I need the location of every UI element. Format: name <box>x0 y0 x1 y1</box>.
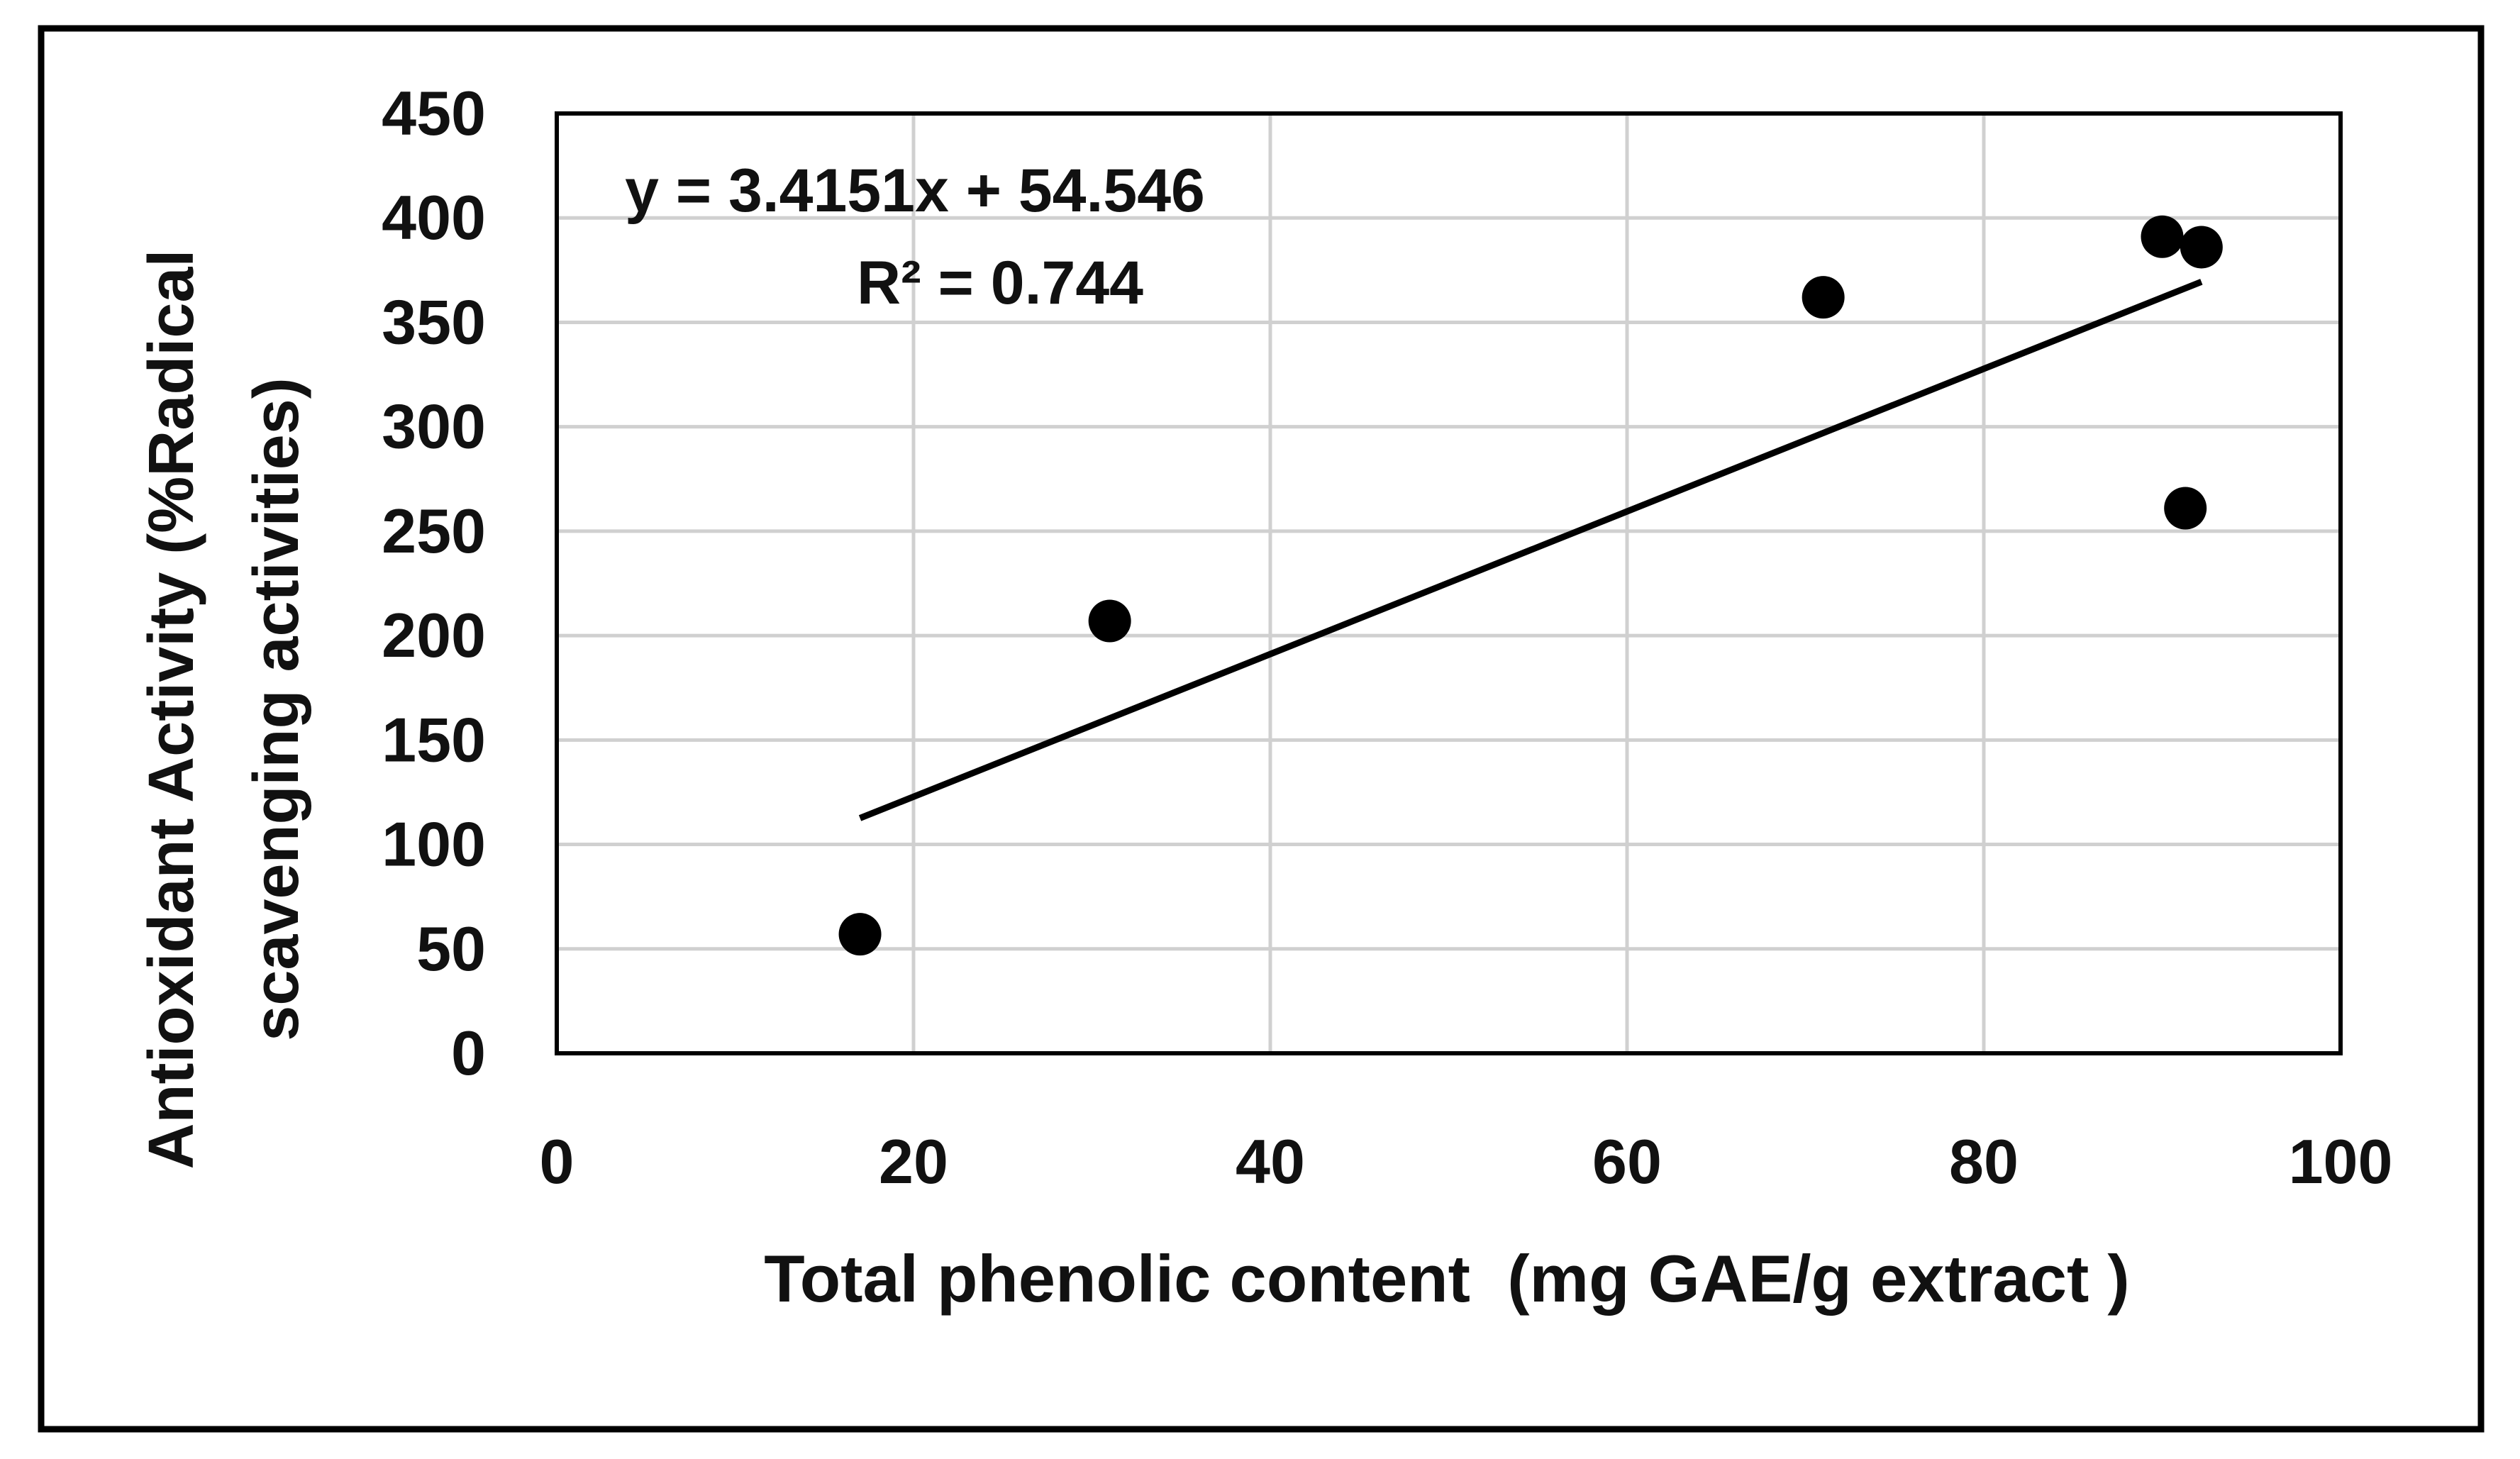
x-axis-label: Total phenolic content (mg GAE/g extract… <box>764 1241 2129 1316</box>
x-tick-labels: 0 20 40 60 80 100 <box>540 1126 2393 1197</box>
y-tick-label: 350 <box>382 287 486 357</box>
y-tick-label: 50 <box>416 914 486 984</box>
x-tick-label: 100 <box>2289 1126 2393 1197</box>
y-tick-label: 0 <box>451 1018 486 1088</box>
y-tick-label: 150 <box>382 704 486 775</box>
data-points <box>838 215 2223 956</box>
data-point <box>2141 215 2184 258</box>
trendline-equation: y = 3.4151x + 54.546 <box>625 157 1205 225</box>
y-tick-label: 200 <box>382 600 486 670</box>
data-point <box>2180 226 2223 269</box>
plot-area-border <box>555 111 2343 1055</box>
y-tick-label: 450 <box>382 78 486 148</box>
data-point <box>1802 276 1845 319</box>
figure-border <box>38 25 2485 1433</box>
y-tick-label: 400 <box>382 182 486 253</box>
trendline-layer <box>858 279 2203 821</box>
y-tick-label: 250 <box>382 496 486 566</box>
data-point <box>1088 599 1131 643</box>
x-tick-label: 80 <box>1949 1126 2019 1197</box>
x-tick-label: 60 <box>1592 1126 1662 1197</box>
x-tick-label: 0 <box>540 1126 575 1197</box>
y-tick-label: 300 <box>382 392 486 462</box>
y-axis-label-line-1: Antioxidant Activity (%Radical <box>136 250 207 1170</box>
y-tick-labels: 0 50 100 150 200 250 300 350 400 450 <box>382 78 486 1088</box>
r-squared-label: R² = 0.744 <box>857 249 1143 317</box>
trendline <box>858 279 2203 821</box>
x-tick-label: 40 <box>1236 1126 1305 1197</box>
y-axis-label-line-2: scavenging activities) <box>241 377 312 1041</box>
y-tick-label: 100 <box>382 809 486 880</box>
data-point <box>2164 487 2207 530</box>
x-tick-label: 20 <box>879 1126 948 1197</box>
data-point <box>838 913 882 956</box>
